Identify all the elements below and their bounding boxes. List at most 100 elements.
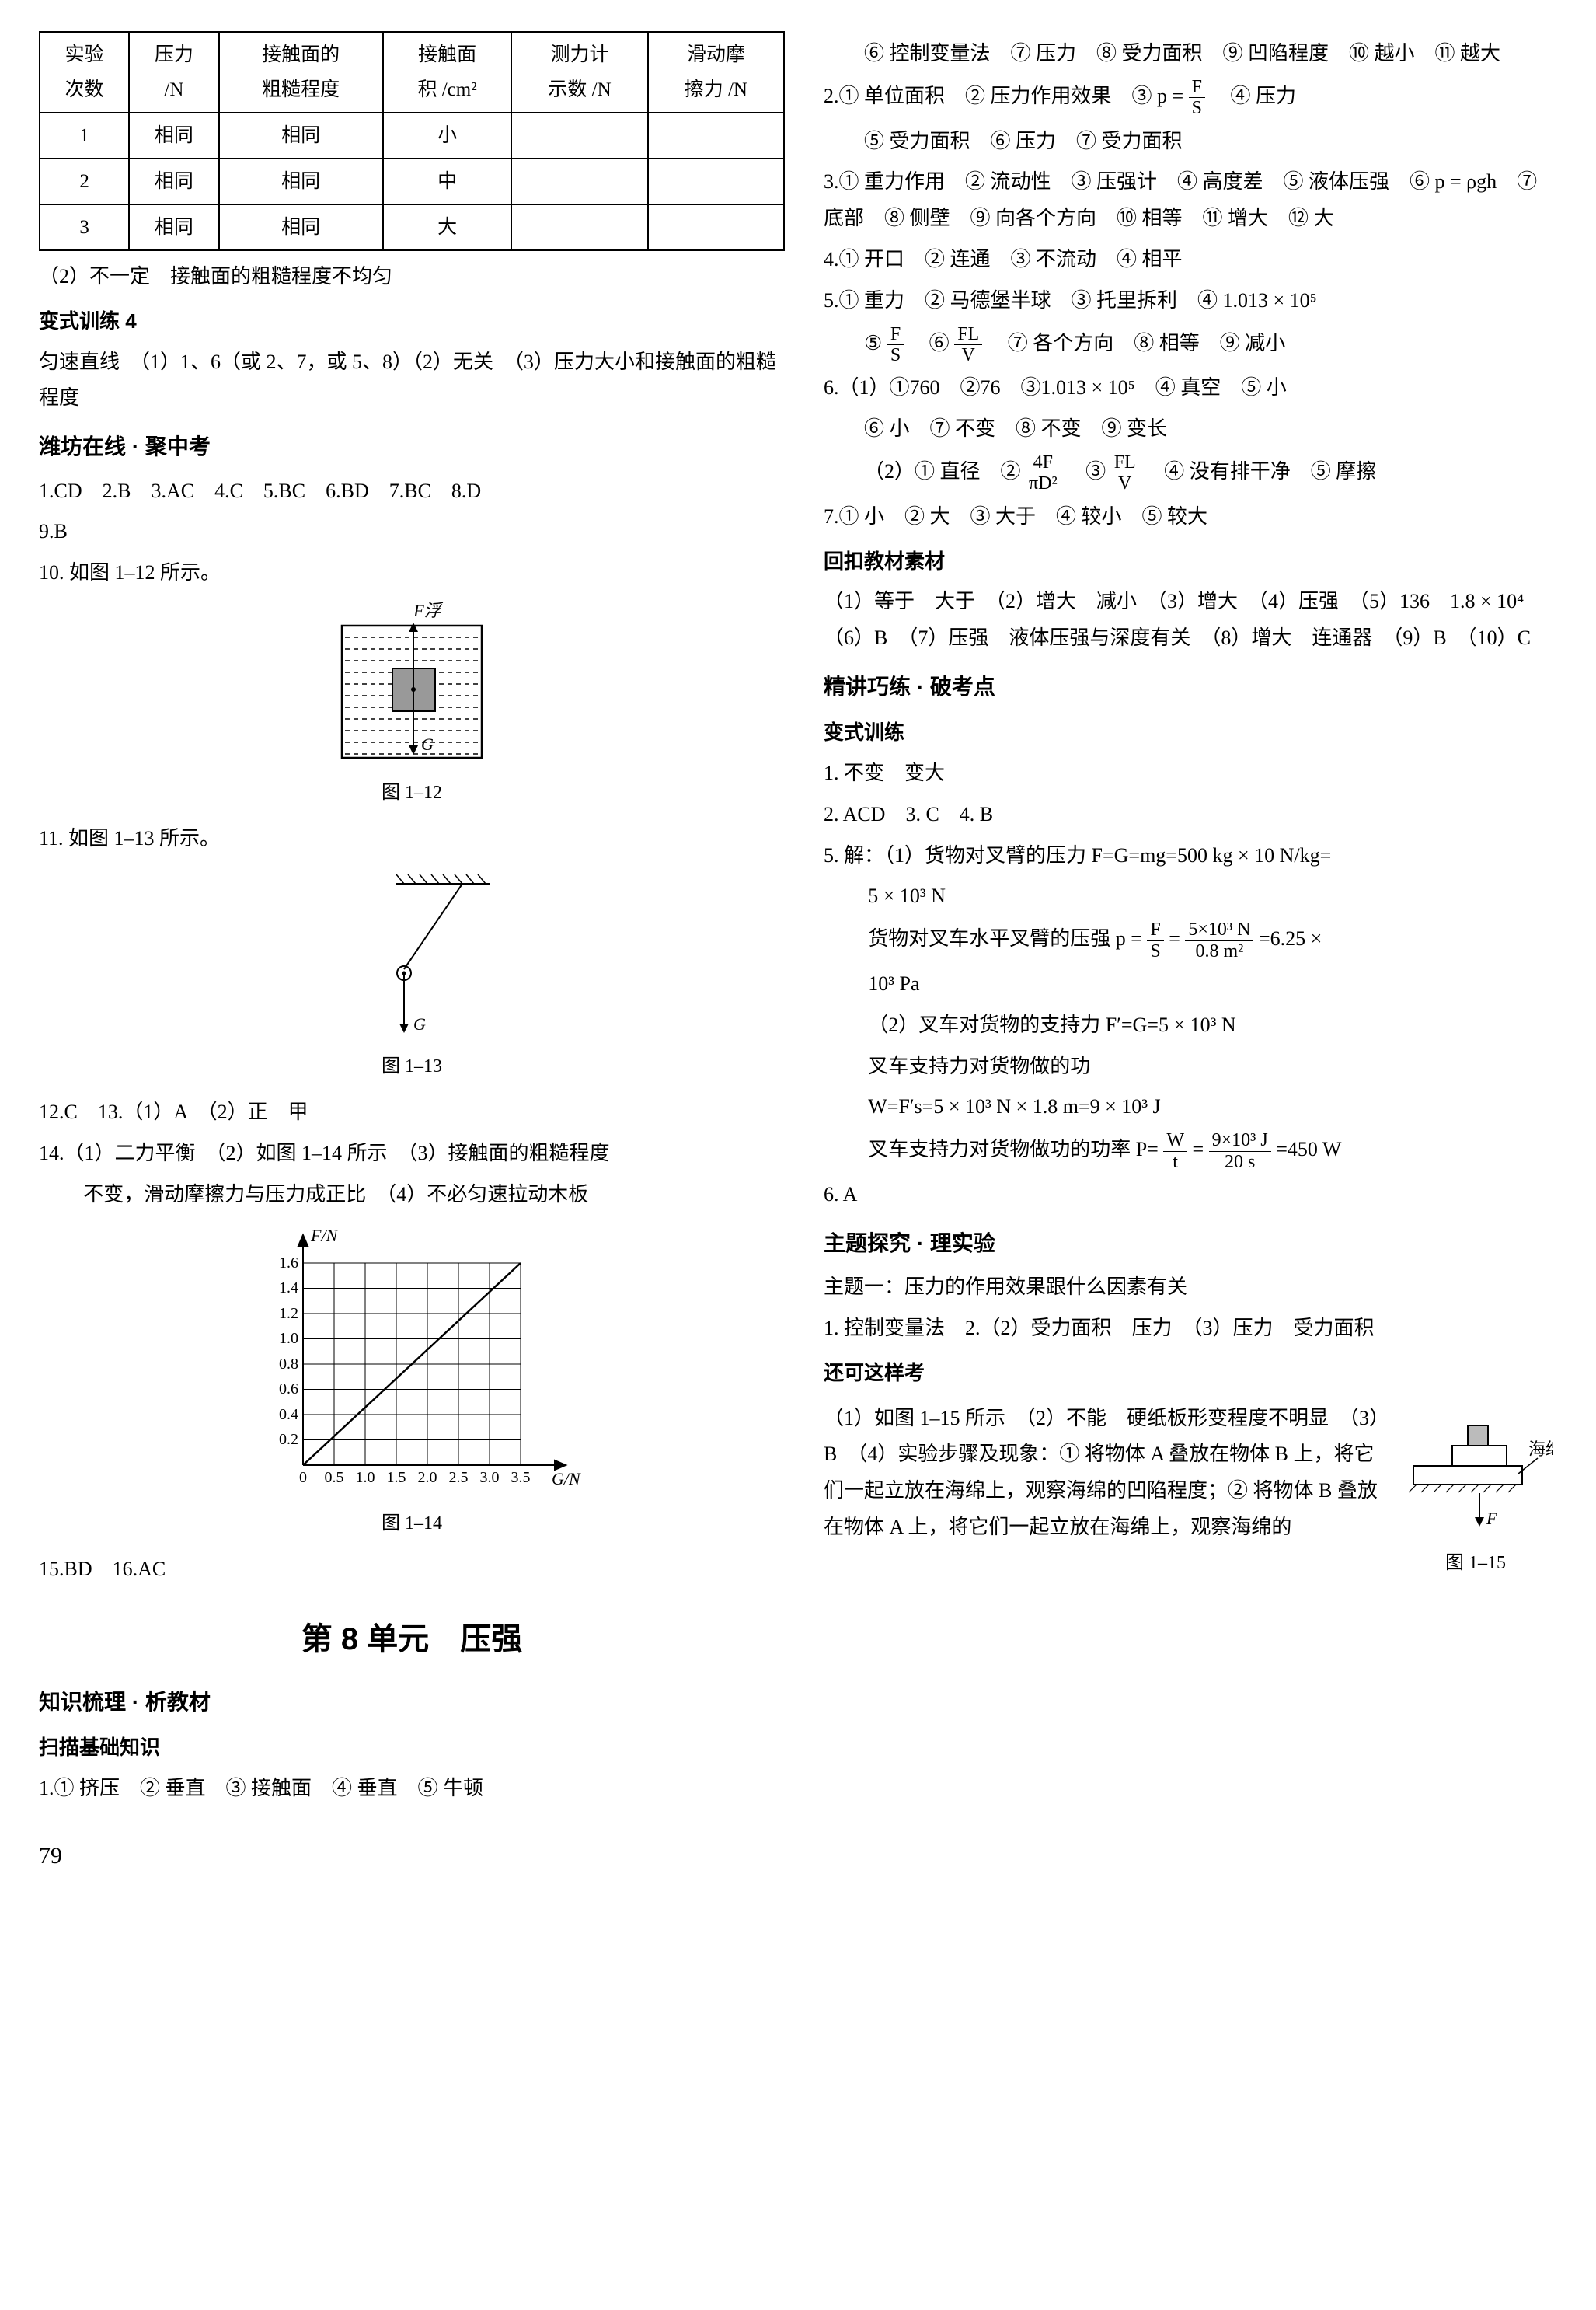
answer-cont: ⑥ 控制变量法 ⑦ 压力 ⑧ 受力面积 ⑨ 凹陷程度 ⑩ 越小 ⑪ 越大 [824, 36, 1557, 72]
heading-hkzyk: 还可这样考 [824, 1355, 1557, 1391]
answer-sm1: 1.① 挤压 ② 垂直 ③ 接触面 ④ 垂直 ⑤ 牛顿 [39, 1771, 785, 1807]
left-column: 实验次数 压力/N 接触面的粗糙程度 接触面积 /cm² 测力计示数 /N 滑动… [39, 31, 785, 1812]
figure-1-15-caption: 图 1–15 [1394, 1547, 1557, 1580]
cell: 相同 [129, 159, 218, 204]
answer-7: 7.① 小 ② 大 ③ 大于 ④ 较小 ⑤ 较大 [824, 499, 1557, 536]
cell [511, 159, 647, 204]
txt: 叉车支持力对货物做功的功率 P= [868, 1138, 1163, 1160]
unit-8-title: 第 8 单元 压强 [39, 1611, 785, 1667]
heading-ztyj: 主题探究 · 理实验 [824, 1224, 1557, 1263]
topic-1: 主题一：压力的作用效果跟什么因素有关 [824, 1269, 1557, 1306]
answer-6-1: 6.（1）①760 ②76 ③1.013 × 10⁵ ④ 真空 ⑤ 小 [824, 370, 1557, 407]
solution-5-3: （2）叉车对货物的支持力 F′=G=5 × 10³ N [824, 1007, 1557, 1044]
table-row: 2 相同 相同 中 [40, 159, 784, 204]
answer-14b: 不变，滑动摩擦力与压力成正比 （4）不必匀速拉动木板 [39, 1177, 785, 1213]
cell [511, 113, 647, 159]
solution-5-2c: 10³ Pa [824, 966, 1557, 1003]
figure-1-15: 海绵 F 图 1–15 [1394, 1396, 1557, 1580]
txt: ⑥ [909, 331, 955, 354]
ytick: 0.6 [279, 1380, 298, 1398]
frac-FL-V: FL V [954, 324, 982, 366]
ylabel: F/N [310, 1226, 339, 1245]
topic-1-ans: 1. 控制变量法 2.（2）受力面积 压力 （3）压力 受力面积 [824, 1310, 1557, 1347]
heading-hkjcsc: 回扣教材素材 [824, 543, 1557, 580]
solution-5-4: 叉车支持力对货物做的功 [824, 1049, 1557, 1085]
txt: = [1169, 927, 1185, 950]
heading-bx4: 变式训练 4 [39, 303, 785, 340]
txt: （2）① 直径 ② [864, 460, 1026, 483]
right-column: ⑥ 控制变量法 ⑦ 压力 ⑧ 受力面积 ⑨ 凹陷程度 ⑩ 越小 ⑪ 越大 2.①… [824, 31, 1557, 1812]
solution-5-2: 货物对叉车水平叉臂的压强 p = F S = 5×10³ N 0.8 m² =6… [824, 919, 1557, 961]
solution-5-6: 叉车支持力对货物做功的功率 P= W t = 9×10³ J 20 s =450… [824, 1130, 1557, 1172]
figure-1-12-caption: 图 1–12 [39, 776, 785, 810]
table-row: 3 相同 相同 大 [40, 204, 784, 250]
label-F: F浮 [413, 602, 443, 620]
txt: ⑦ 各个方向 ⑧ 相等 ⑨ 减小 [988, 331, 1286, 354]
page-root: 实验次数 压力/N 接触面的粗糙程度 接触面积 /cm² 测力计示数 /N 滑动… [39, 31, 1557, 1812]
cell [511, 204, 647, 250]
answer-bx4: 匀速直线 （1）1、6（或 2、7，或 5、8）（2）无关 （3）压力大小和接触… [39, 344, 785, 417]
th1: 压力/N [129, 32, 218, 113]
figure-1-13-caption: 图 1–13 [39, 1050, 785, 1083]
answer-4: 4.① 开口 ② 连通 ③ 不流动 ④ 相平 [824, 242, 1557, 278]
txt: ④ 压力 [1211, 85, 1297, 107]
heading-jjql: 精讲巧练 · 破考点 [824, 668, 1557, 707]
experiment-table: 实验次数 压力/N 接触面的粗糙程度 接触面积 /cm² 测力计示数 /N 滑动… [39, 31, 785, 251]
cell: 2 [40, 159, 129, 204]
solution-5-1: 5. 解：（1）货物对叉臂的压力 F=G=mg=500 kg × 10 N/kg… [824, 838, 1557, 874]
answer-11: 11. 如图 1–13 所示。 [39, 821, 785, 857]
txt: = [1192, 1138, 1208, 1160]
answer-3: 3.① 重力作用 ② 流动性 ③ 压强计 ④ 高度差 ⑤ 液体压强 ⑥ p = … [824, 164, 1557, 237]
figure-1-12: F浮 [39, 602, 785, 810]
th3: 接触面积 /cm² [383, 32, 512, 113]
answers-row2: 9.B [39, 514, 785, 550]
xtick: 0 [299, 1469, 307, 1486]
answer-10: 10. 如图 1–12 所示。 [39, 555, 785, 591]
label-sponge: 海绵 [1528, 1439, 1553, 1459]
txt: 货物对叉车水平叉臂的压强 p = [868, 927, 1147, 950]
heading-smjczs: 扫描基础知识 [39, 1729, 785, 1766]
table-row: 1 相同 相同 小 [40, 113, 784, 159]
label-G: G [421, 735, 434, 754]
answer-2c: ⑤ 受力面积 ⑥ 压力 ⑦ 受力面积 [824, 124, 1557, 160]
ytick: 1.0 [279, 1330, 298, 1347]
label-G13: G [413, 1014, 426, 1034]
solution-5-1b: 5 × 10³ N [824, 878, 1557, 915]
txt: ④ 没有排干净 ⑤ 摩擦 [1144, 460, 1376, 483]
cell: 3 [40, 204, 129, 250]
cell [648, 113, 784, 159]
figure-1-14: F/N G/N [39, 1224, 785, 1541]
th5: 滑动摩擦力 /N [648, 32, 784, 113]
ytick: 1.6 [279, 1254, 298, 1272]
txt: =6.25 × [1259, 927, 1322, 950]
frac-FL-V2: FL V [1111, 452, 1139, 494]
cell [648, 204, 784, 250]
heading-bxxl: 变式训练 [824, 714, 1557, 751]
answer-5b: ⑤ F S ⑥ FL V ⑦ 各个方向 ⑧ 相等 ⑨ 减小 [824, 324, 1557, 366]
xtick: 3.5 [511, 1469, 531, 1486]
solution-5-5: W=F′s=5 × 10³ N × 1.8 m=9 × 10³ J [824, 1089, 1557, 1125]
answer-bx2: 2. ACD 3. C 4. B [824, 797, 1557, 833]
cell: 小 [383, 113, 512, 159]
answer-hkzy: （1）如图 1–15 所示 （2）不能 硬纸板形变程度不明显 （3）B （4）实… [824, 1401, 1383, 1546]
answer-bx1: 1. 不变 变大 [824, 755, 1557, 792]
answer-15-16: 15.BD 16.AC [39, 1551, 785, 1588]
page-number: 79 [39, 1835, 1557, 1877]
frac-P-val: 9×10³ J 20 s [1209, 1130, 1271, 1172]
heading-zsl: 知识梳理 · 析教材 [39, 1683, 785, 1722]
frac-p-val: 5×10³ N 0.8 m² [1185, 919, 1253, 961]
xtick: 2.5 [449, 1469, 469, 1486]
frac-F-S2: F S [887, 324, 904, 366]
frac-p-FS: F S [1147, 919, 1163, 961]
cell: 大 [383, 204, 512, 250]
answer-2: 2.① 单位面积 ② 压力作用效果 ③ p = F S ④ 压力 [824, 77, 1557, 119]
th4: 测力计示数 /N [511, 32, 647, 113]
cell: 相同 [219, 159, 383, 204]
answer-p2: （2）不一定 接触面的粗糙程度不均匀 [39, 259, 785, 295]
cell: 相同 [129, 113, 218, 159]
answer-12-13: 12.C 13.（1）A （2）正 甲 [39, 1094, 785, 1131]
ytick: 0.8 [279, 1356, 298, 1373]
xtick: 3.0 [480, 1469, 500, 1486]
answer-6-1b: ⑥ 小 ⑦ 不变 ⑧ 不变 ⑨ 变长 [824, 411, 1557, 448]
answer-hk: （1）等于 大于 （2）增大 减小 （3）增大 （4）压强 （5）136 1.8… [824, 584, 1557, 657]
